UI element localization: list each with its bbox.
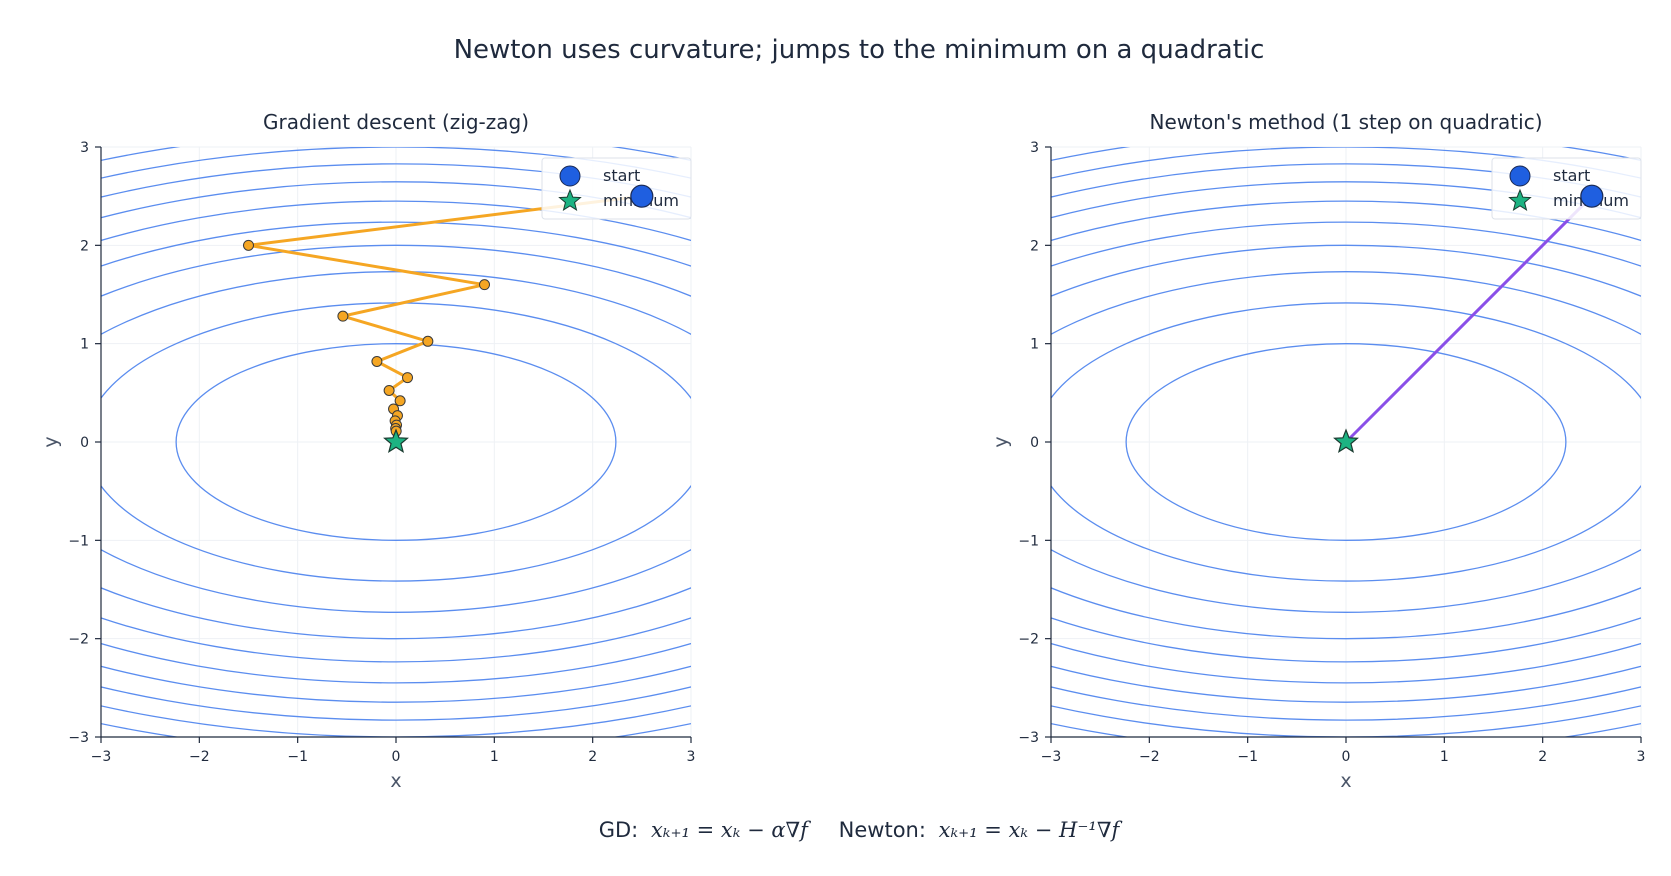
panel-title: Newton's method (1 step on quadratic) (1149, 110, 1542, 134)
contour-line (1051, 200, 1641, 684)
contour-line (101, 244, 691, 640)
x-tick-label: 0 (392, 749, 401, 765)
contour-line (175, 343, 617, 541)
legend-minimum-marker (1508, 188, 1532, 211)
x-tick-label: 2 (1538, 749, 1547, 765)
x-tick-label: −1 (1237, 749, 1258, 765)
footer-newton-label: Newton: (839, 818, 926, 842)
legend-minimum-marker (558, 188, 582, 211)
y-tick-label: 0 (80, 435, 89, 451)
footer-gd-formula: xₖ₊₁ = xₖ − α∇f (651, 818, 811, 842)
contour-group (1051, 147, 1641, 737)
x-tick-label: 3 (1637, 749, 1646, 765)
y-tick-label: −2 (68, 632, 89, 648)
iterate-point (422, 335, 434, 347)
contour-line (101, 181, 691, 703)
iterate-point (383, 384, 395, 396)
start-point (630, 184, 654, 208)
iterate-point (479, 279, 490, 291)
y-tick-label: 3 (80, 140, 89, 156)
contour-line (101, 221, 691, 663)
x-tick-label: 1 (490, 749, 499, 765)
figure-title: Newton uses curvature; jumps to the mini… (454, 35, 1265, 65)
x-axis-label: x (390, 770, 401, 792)
iterate-point (371, 355, 383, 367)
contour-line (1125, 343, 1567, 541)
y-tick-label: 0 (1030, 435, 1039, 451)
y-tick-label: −3 (1018, 730, 1039, 746)
y-tick-label: 3 (1030, 140, 1039, 156)
legend-start-label: start (1553, 166, 1590, 185)
y-axis-label: y (990, 436, 1012, 447)
y-tick-label: 1 (80, 337, 89, 353)
contour-line (1051, 271, 1641, 613)
footer-gd-label: GD: (599, 818, 639, 842)
descent-path-line (1344, 195, 1593, 444)
start-point (1580, 184, 1604, 208)
iterate-point (243, 239, 254, 251)
contour-line (1051, 244, 1641, 640)
contour-line (1051, 181, 1641, 703)
x-tick-label: 0 (1342, 749, 1351, 765)
legend-start-marker (559, 165, 581, 187)
iterate-point (394, 395, 406, 407)
contour-line (1051, 163, 1641, 721)
contour-line (101, 200, 691, 684)
x-tick-label: 3 (687, 749, 696, 765)
y-tick-label: −1 (1018, 533, 1039, 549)
x-tick-label: −3 (91, 749, 112, 765)
y-axis-label: y (40, 436, 62, 447)
minimum-point (383, 428, 409, 454)
legend-start-marker (1509, 165, 1531, 187)
x-tick-label: −3 (1041, 749, 1062, 765)
panel-newton-method: −3 −2 −1 0 1 2 3 −3 −2 −1 0 1 2 3 x y Newton's method (1… (990, 110, 1646, 792)
contour-line (101, 163, 691, 721)
descent-path-line (247, 194, 643, 443)
y-tick-label: −2 (1018, 632, 1039, 648)
panel-gradient-descent: −3 −2 −1 0 1 2 3 −3 −2 −1 0 1 2 3 x y Gradient descent (… (40, 110, 696, 792)
y-tick-label: −3 (68, 730, 89, 746)
legend-start-label: start (603, 166, 640, 185)
y-tick-label: 2 (80, 238, 89, 254)
contour-line (1051, 302, 1641, 582)
footer-newton-formula: xₖ₊₁ = xₖ − H⁻¹∇f (939, 818, 1123, 842)
contour-line (101, 271, 691, 613)
y-tick-label: 1 (1030, 337, 1039, 353)
x-tick-label: −2 (189, 749, 210, 765)
x-tick-label: −1 (287, 749, 308, 765)
x-tick-label: 1 (1440, 749, 1449, 765)
x-tick-label: 2 (588, 749, 597, 765)
panel-title: Gradient descent (zig-zag) (263, 110, 529, 134)
footer-formula: GD: xₖ₊₁ = xₖ − α∇f Newton: xₖ₊₁ = xₖ − … (599, 818, 1123, 842)
minimum-point (1333, 428, 1359, 454)
contour-line (1051, 221, 1641, 663)
x-tick-label: −2 (1139, 749, 1160, 765)
iterate-point (402, 372, 414, 384)
x-axis-label: x (1340, 770, 1351, 792)
y-tick-label: −1 (68, 533, 89, 549)
y-tick-label: 2 (1030, 238, 1039, 254)
iterate-point (337, 310, 349, 322)
